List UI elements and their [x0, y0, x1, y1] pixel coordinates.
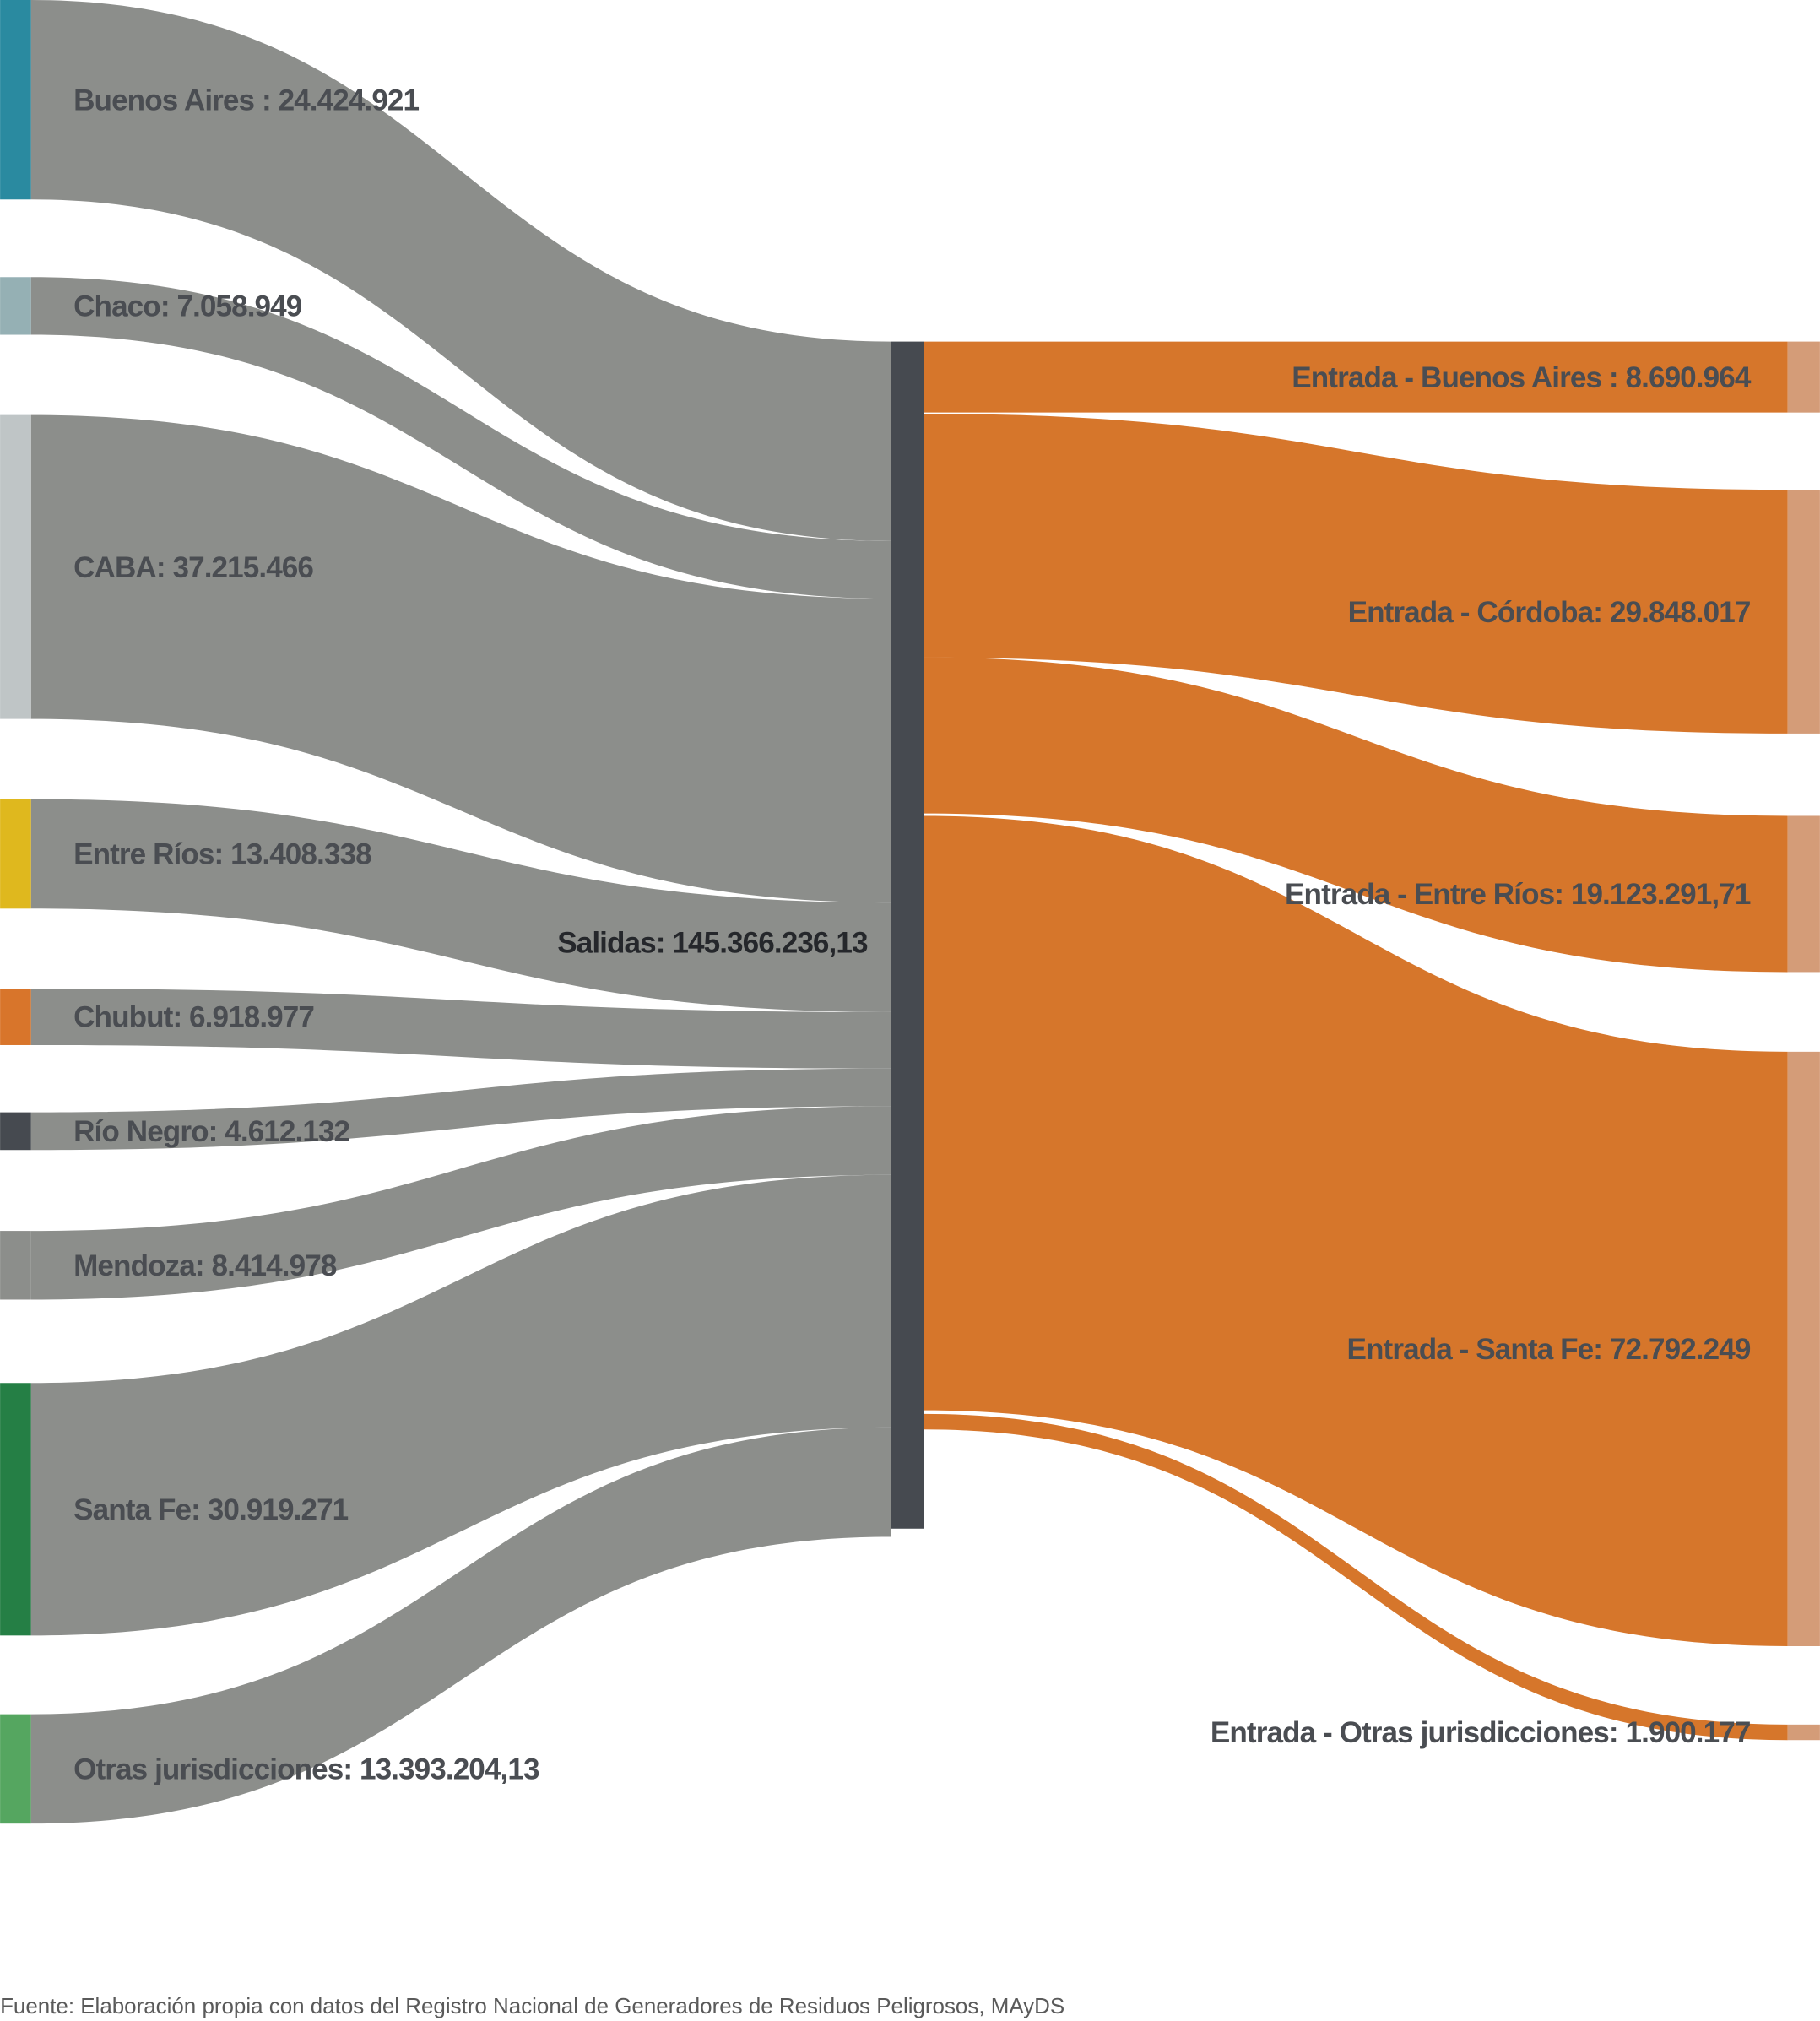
source-label: Mendoza: 8.414.978	[73, 1249, 337, 1282]
inflow-link	[30, 1106, 891, 1300]
target-label: Entrada - Entre Ríos: 19.123.291,71	[1285, 878, 1751, 911]
source-node[interactable]	[0, 414, 31, 719]
source-node[interactable]	[0, 1231, 31, 1300]
source-label: Entre Ríos: 13.408.338	[73, 838, 371, 871]
inflow-link	[30, 277, 891, 599]
source-node[interactable]	[0, 1714, 31, 1824]
source-label: Otras jurisdicciones: 13.393.204,13	[73, 1753, 539, 1786]
inflow-link	[30, 1174, 891, 1636]
outflow-link	[924, 414, 1788, 734]
labels: Buenos Aires : 24.424.921 Chaco: 7.058.94…	[73, 84, 1752, 1785]
source-node[interactable]	[0, 0, 31, 200]
inflow-link	[30, 1068, 891, 1151]
inflow-link	[30, 989, 891, 1069]
source-node[interactable]	[0, 1383, 31, 1636]
inflow-link	[30, 799, 891, 1012]
center-label: Salidas: 145.366.236,13	[557, 926, 868, 959]
target-node[interactable]	[1787, 1724, 1820, 1741]
outflow-link	[924, 341, 1788, 413]
outflow-link	[924, 657, 1788, 973]
source-node[interactable]	[0, 799, 31, 909]
source-label: Santa Fe: 30.919.271	[73, 1493, 349, 1526]
nodes	[0, 0, 1820, 1824]
target-label: Entrada - Buenos Aires : 8.690.964	[1292, 361, 1752, 394]
source-note: Fuente: Elaboración propia con datos del…	[0, 1995, 1064, 2018]
target-node[interactable]	[1787, 341, 1820, 413]
source-label: Chaco: 7.058.949	[73, 290, 302, 323]
inflow-link	[30, 0, 891, 541]
target-label: Entrada - Santa Fe: 72.792.249	[1347, 1333, 1751, 1366]
target-node[interactable]	[1787, 490, 1820, 734]
outflow-links	[924, 341, 1788, 1741]
source-label: Buenos Aires : 24.424.921	[73, 84, 419, 116]
source-label: Río Negro: 4.612.132	[73, 1115, 349, 1148]
source-node[interactable]	[0, 989, 31, 1045]
inflow-links	[30, 0, 891, 1824]
source-node[interactable]	[0, 1112, 31, 1151]
target-node[interactable]	[1787, 1051, 1820, 1646]
target-node[interactable]	[1787, 815, 1820, 973]
target-label: Entrada - Córdoba: 29.848.017	[1348, 596, 1751, 629]
source-label: CABA: 37.215.466	[73, 551, 313, 584]
target-label: Entrada - Otras jurisdicciones: 1.900.17…	[1211, 1716, 1751, 1749]
outflow-link	[924, 815, 1788, 1646]
inflow-link	[30, 414, 891, 903]
inflow-link	[30, 1427, 891, 1824]
outflow-link	[924, 1413, 1788, 1741]
center-node[interactable]	[891, 341, 924, 1529]
source-node[interactable]	[0, 277, 31, 335]
source-label: Chubut: 6.918.977	[73, 1001, 314, 1034]
